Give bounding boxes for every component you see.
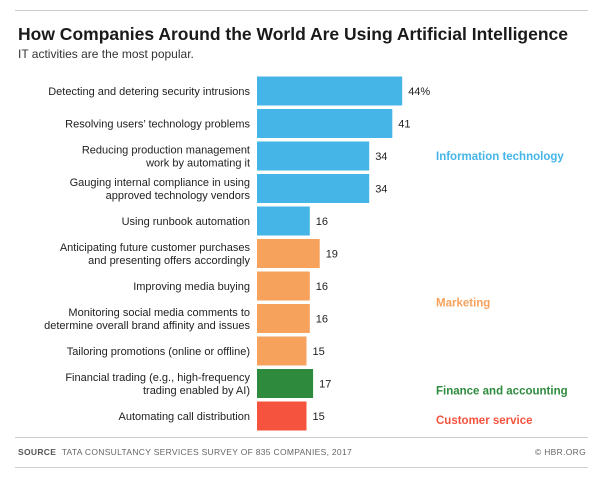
data-label: 17 — [319, 379, 331, 391]
bar — [257, 141, 370, 171]
bar — [257, 401, 307, 431]
bottom-rule — [15, 467, 588, 468]
source-text: TATA CONSULTANCY SERVICES SURVEY OF 835 … — [61, 447, 353, 457]
bar — [257, 206, 310, 236]
category-label: Tailoring promotions (online or offline) — [67, 346, 250, 358]
category-label: Improving media buying — [133, 281, 250, 293]
category-label: Automating call distribution — [119, 411, 250, 423]
bar — [257, 336, 307, 366]
data-label: 34 — [375, 151, 387, 163]
data-label: 15 — [313, 411, 325, 423]
category-label: Gauging internal compliance in using — [70, 177, 250, 189]
footer-rule — [15, 437, 588, 438]
source-note: SOURCE TATA CONSULTANCY SERVICES SURVEY … — [18, 447, 352, 457]
chart-subtitle: IT activities are the most popular. — [18, 47, 194, 61]
category-label: and presenting offers accordingly — [88, 255, 250, 267]
data-label: 19 — [326, 249, 338, 261]
bar — [257, 304, 310, 333]
category-label: work by automating it — [145, 158, 250, 170]
category-label: Financial trading (e.g., high-frequency — [65, 372, 250, 384]
bar — [257, 109, 393, 138]
bar — [257, 239, 320, 268]
data-label: 34 — [375, 184, 387, 196]
data-label: 16 — [316, 281, 328, 293]
category-label: trading enabled by AI) — [143, 385, 250, 397]
bar — [257, 174, 370, 203]
data-label: 44% — [408, 86, 430, 98]
group-label: Finance and accounting — [436, 386, 568, 398]
bar — [257, 76, 403, 106]
group-label: Information technology — [436, 151, 564, 163]
category-label: Using runbook automation — [122, 216, 250, 228]
data-label: 15 — [313, 346, 325, 358]
copyright-credit: © HBR.ORG — [535, 447, 586, 457]
category-label: Anticipating future customer purchases — [60, 242, 251, 254]
bar — [257, 271, 310, 301]
top-rule — [15, 10, 588, 11]
group-label: Customer service — [436, 415, 533, 427]
data-label: 41 — [398, 119, 410, 131]
source-label: SOURCE — [18, 447, 57, 457]
group-label: Marketing — [436, 297, 490, 309]
bar — [257, 369, 314, 398]
category-label: approved technology vendors — [106, 190, 251, 202]
category-label: determine overall brand affinity and iss… — [44, 320, 250, 332]
data-label: 16 — [316, 314, 328, 326]
category-label: Resolving users’ technology problems — [65, 119, 250, 131]
category-label: Monitoring social media comments to — [68, 307, 250, 319]
chart-title: How Companies Around the World Are Using… — [18, 24, 569, 44]
data-label: 16 — [316, 216, 328, 228]
category-label: Reducing production management — [82, 145, 250, 157]
category-label: Detecting and detering security intrusio… — [48, 86, 250, 98]
